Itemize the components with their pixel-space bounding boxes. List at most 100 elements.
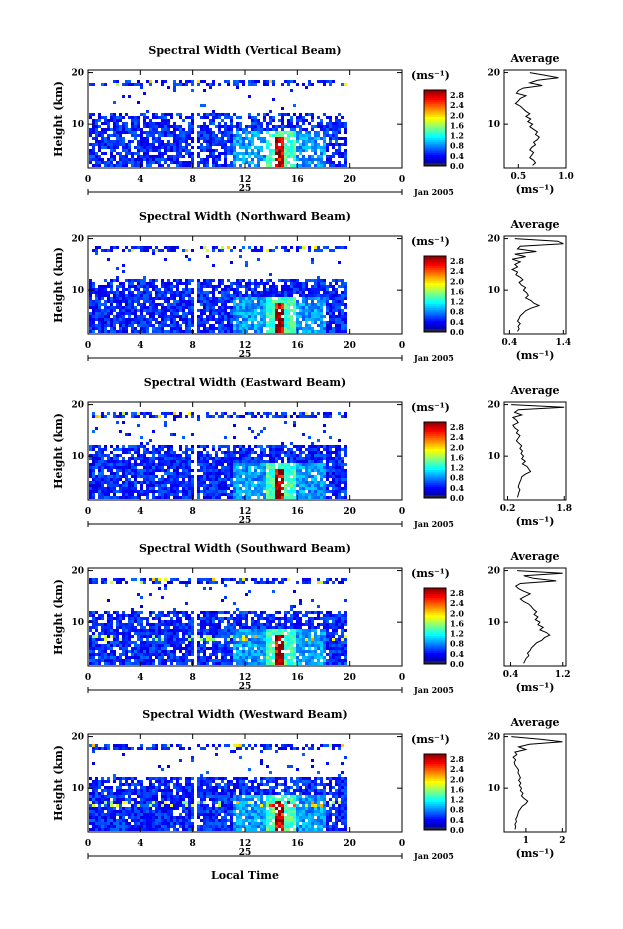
heatmap-cell <box>89 128 92 131</box>
heatmap-cell <box>101 644 104 647</box>
heatmap-cell <box>230 330 233 333</box>
heatmap-cell <box>176 125 179 128</box>
colorbar-segment <box>424 490 446 493</box>
heatmap-cell <box>131 493 134 496</box>
heatmap-cell <box>116 300 119 303</box>
heatmap-cell <box>293 131 296 134</box>
colorbar-segment <box>424 139 446 142</box>
heatmap-cell <box>281 442 284 445</box>
heatmap-cell <box>233 113 236 116</box>
heatmap-cell <box>224 487 227 490</box>
heatmap-cell <box>113 125 116 128</box>
heatmap-cell <box>176 113 179 116</box>
heatmap-cell <box>221 321 224 324</box>
heatmap-cell <box>179 134 182 137</box>
colorbar-segment <box>424 288 446 291</box>
heatmap-cell <box>221 415 224 418</box>
heatmap-cell <box>293 451 296 454</box>
heatmap-cell <box>260 451 263 454</box>
heatmap-cell <box>89 469 92 472</box>
heatmap-cell <box>221 318 224 321</box>
heatmap-cell <box>221 487 224 490</box>
month-label: Jan 2005 <box>413 519 454 529</box>
heatmap-cell <box>275 469 278 472</box>
heatmap-cell <box>116 152 119 155</box>
heatmap-cell <box>284 279 287 282</box>
heatmap-cell <box>233 463 236 466</box>
heatmap-cell <box>185 448 188 451</box>
heatmap-cell <box>200 617 203 620</box>
heatmap-cell <box>293 466 296 469</box>
heatmap-cell <box>101 460 104 463</box>
heatmap-cell <box>104 662 107 665</box>
heatmap-cell <box>293 469 296 472</box>
heatmap-cell <box>212 83 215 86</box>
heatmap-cell <box>215 472 218 475</box>
heatmap-cell <box>92 309 95 312</box>
heatmap-cell <box>161 653 164 656</box>
heatmap-cell <box>206 330 209 333</box>
heatmap-cell <box>203 246 206 249</box>
heatmap-cell <box>281 448 284 451</box>
heatmap-cell <box>158 659 161 662</box>
heatmap-cell <box>179 164 182 167</box>
heatmap-cell <box>317 445 320 448</box>
heatmap-cell <box>131 249 134 252</box>
heatmap-cell <box>170 412 173 415</box>
heatmap-cell <box>227 288 230 291</box>
heatmap-cell <box>272 463 275 466</box>
heatmap-cell <box>152 252 155 255</box>
heatmap-cell <box>344 143 347 146</box>
heatmap-cell <box>152 641 155 644</box>
heatmap-cell <box>125 626 128 629</box>
heatmap-cell <box>116 312 119 315</box>
heatmap-cell <box>149 246 152 249</box>
heatmap-cell <box>140 294 143 297</box>
heatmap-cell <box>185 300 188 303</box>
heatmap-cell <box>326 445 329 448</box>
heatmap-cell <box>206 116 209 119</box>
heatmap-cell <box>302 164 305 167</box>
heatmap-cell <box>92 164 95 167</box>
heatmap-cell <box>116 635 119 638</box>
heatmap-cell <box>176 472 179 475</box>
heatmap-cell <box>110 113 113 116</box>
heatmap-cell <box>125 629 128 632</box>
heatmap-cell <box>230 457 233 460</box>
colorbar: (ms⁻¹)2.82.42.01.61.20.80.40.0 <box>411 401 464 503</box>
heatmap-cell <box>329 122 332 125</box>
heatmap-cell <box>179 152 182 155</box>
heatmap-cell <box>188 644 191 647</box>
heatmap-cell <box>290 481 293 484</box>
heatmap-cell <box>134 146 137 149</box>
heatmap-cell <box>92 430 95 433</box>
heatmap-cell <box>185 415 188 418</box>
heatmap-cell <box>299 451 302 454</box>
heatmap-cell <box>179 581 182 584</box>
heatmap-cell <box>140 463 143 466</box>
heatmap-cell <box>131 614 134 617</box>
heatmap-cell <box>290 131 293 134</box>
heatmap-cell <box>161 327 164 330</box>
heatmap-cell <box>263 469 266 472</box>
heatmap-cell <box>278 294 281 297</box>
heatmap-cell <box>140 635 143 638</box>
heatmap-cell <box>107 490 110 493</box>
heatmap-cell <box>224 318 227 321</box>
heatmap-cell <box>248 246 251 249</box>
heatmap-cell <box>329 125 332 128</box>
heatmap-cell <box>293 152 296 155</box>
heatmap-cell <box>98 324 101 327</box>
heatmap-cell <box>242 140 245 143</box>
heatmap-cell <box>338 131 341 134</box>
heatmap-cell <box>128 617 131 620</box>
heatmap-cell <box>290 80 293 83</box>
heatmap-cell <box>335 300 338 303</box>
heatmap-cell <box>116 457 119 460</box>
heatmap-cell <box>335 116 338 119</box>
heatmap-cell <box>173 659 176 662</box>
heatmap-cell <box>242 306 245 309</box>
heatmap-cell <box>182 659 185 662</box>
heatmap-cell <box>149 490 152 493</box>
heatmap-cell <box>167 466 170 469</box>
